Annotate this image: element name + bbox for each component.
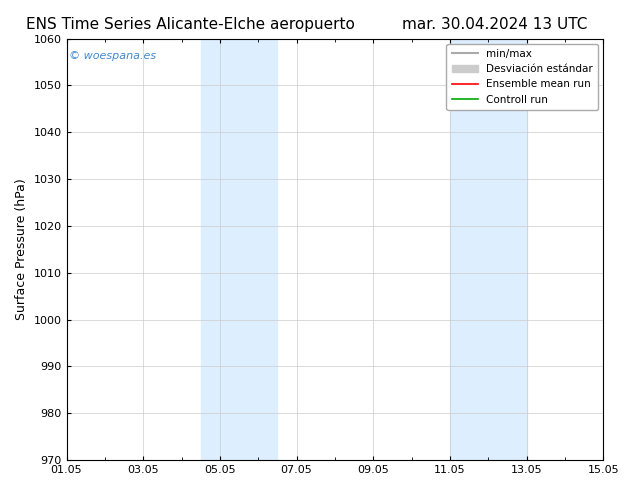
Legend: min/max, Desviación estándar, Ensemble mean run, Controll run: min/max, Desviación estándar, Ensemble m…: [446, 44, 598, 110]
Bar: [201, 39, 277, 460]
Text: © woespana.es: © woespana.es: [69, 51, 157, 61]
Bar: [450, 39, 526, 460]
Text: ENS Time Series Alicante-Elche aeropuerto: ENS Time Series Alicante-Elche aeropuert…: [26, 17, 354, 32]
Y-axis label: Surface Pressure (hPa): Surface Pressure (hPa): [15, 178, 28, 320]
Text: mar. 30.04.2024 13 UTC: mar. 30.04.2024 13 UTC: [402, 17, 587, 32]
